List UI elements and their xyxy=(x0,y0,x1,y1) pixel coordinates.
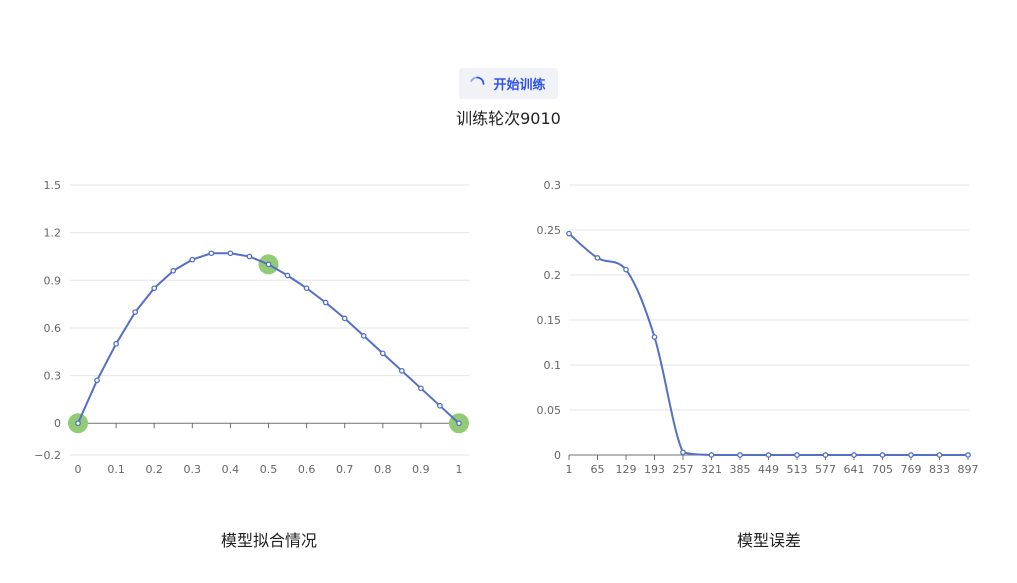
loss-x-tick-label: 513 xyxy=(787,463,808,476)
loading-spinner-icon xyxy=(470,76,485,85)
loss-y-tick-label: 0.05 xyxy=(537,404,562,417)
loss-chart-caption: 模型误差 xyxy=(736,531,801,550)
loss-data-point xyxy=(965,452,971,458)
start-training-label: 开始训练 xyxy=(493,78,546,93)
fit-data-point xyxy=(284,272,291,279)
fit-y-tick-label: 0 xyxy=(54,417,61,430)
loss-y-tick-label: 0.3 xyxy=(544,179,562,192)
loss-data-point xyxy=(765,452,772,458)
fit-data-point xyxy=(170,267,177,274)
fit-x-tick-label: 0.4 xyxy=(222,463,240,476)
loss-data-point xyxy=(936,452,943,458)
loss-x-tick-label: 129 xyxy=(616,463,637,476)
fit-data-point xyxy=(227,250,234,257)
fit-data-point xyxy=(379,350,386,357)
loss-x-tick-label: 385 xyxy=(730,463,751,476)
loss-data-point xyxy=(566,230,572,237)
fit-x-tick-label: 0 xyxy=(75,463,82,476)
fit-data-point xyxy=(456,420,462,427)
loss-data-point xyxy=(623,266,629,273)
loss-x-tick-label: 321 xyxy=(701,463,722,476)
fit-y-tick-label: 0.6 xyxy=(44,322,62,335)
loss-y-tick-label: 0 xyxy=(554,449,561,462)
fit-y-tick-label: 1.5 xyxy=(44,179,62,192)
loss-y-tick-label: 0.25 xyxy=(537,224,562,237)
fit-data-point xyxy=(132,309,138,315)
fit-data-point xyxy=(94,377,100,384)
fit-data-point xyxy=(246,253,253,260)
fit-data-point xyxy=(151,285,158,292)
loss-plot-area: 0.3 0.25 0.2 0.15 0.1 0.05 01 65 129 193 257 321 385… xyxy=(537,179,979,476)
fit-data-point xyxy=(75,420,81,427)
loss-y-tick-label: 0.1 xyxy=(544,359,562,372)
loss-x-tick-label: 705 xyxy=(872,463,893,476)
loss-data-point xyxy=(594,255,601,261)
fit-y-tick-label: 1.2 xyxy=(44,227,62,240)
loss-data-point xyxy=(651,334,658,340)
fit-y-tick-label: 0.3 xyxy=(44,370,62,383)
fit-y-tick-label: −0.2 xyxy=(34,449,61,462)
fit-plot-area: 1.5 1.2 0.9 0.6 0.3 0 −0.2 0 0.1 0.2 0.3 0.4 0.5 0.6 0… xyxy=(34,179,469,476)
fit-data-point xyxy=(189,256,196,263)
loss-data-point xyxy=(737,452,743,458)
epoch-counter: 训练轮次9010 xyxy=(456,109,561,128)
fit-x-tick-label: 0.5 xyxy=(260,463,278,476)
fit-data-point xyxy=(322,299,329,306)
fit-x-tick-label: 1 xyxy=(456,463,463,476)
fit-chart-caption: 模型拟合情况 xyxy=(220,531,317,550)
loss-data-point xyxy=(851,452,857,458)
loss-y-tick-label: 0.15 xyxy=(537,314,562,327)
fit-data-point xyxy=(265,261,272,268)
fit-data-point xyxy=(418,385,424,392)
loss-x-tick-label: 833 xyxy=(929,463,950,476)
loss-x-tick-label: 257 xyxy=(673,463,694,476)
loss-data-point xyxy=(822,452,829,458)
loss-x-tick-label: 1 xyxy=(566,463,573,476)
loss-x-tick-label: 577 xyxy=(815,463,836,476)
loss-data-point xyxy=(708,452,715,458)
fit-series-line xyxy=(77,252,460,424)
fit-x-tick-label: 0.7 xyxy=(336,463,354,476)
loss-series-line xyxy=(568,232,968,457)
loss-data-point xyxy=(680,449,686,456)
loss-x-tick-label: 641 xyxy=(844,463,865,476)
loss-data-point xyxy=(794,452,800,458)
loss-x-tick-label: 897 xyxy=(958,463,979,476)
fit-data-point xyxy=(208,250,215,257)
loss-data-point xyxy=(879,452,886,458)
header: 开始训练 训练轮次9010 xyxy=(0,68,1017,129)
fit-data-point xyxy=(398,367,405,374)
fit-data-point xyxy=(360,333,367,339)
fit-x-tick-label: 0.3 xyxy=(184,463,202,476)
loss-y-tick-label: 0.2 xyxy=(544,269,562,282)
loss-x-tick-label: 449 xyxy=(758,463,779,476)
fit-data-point xyxy=(113,340,119,347)
loss-x-tick-label: 65 xyxy=(591,463,605,476)
loss-data-point xyxy=(908,452,914,458)
fit-x-tick-label: 0.2 xyxy=(145,463,163,476)
fit-data-point xyxy=(341,315,348,322)
fit-x-tick-label: 0.9 xyxy=(412,463,430,476)
loss-x-tick-label: 193 xyxy=(644,463,665,476)
fit-x-tick-label: 0.6 xyxy=(298,463,316,476)
fit-x-tick-label: 0.8 xyxy=(374,463,392,476)
fit-y-tick-label: 0.9 xyxy=(44,274,62,287)
fit-data-point xyxy=(303,285,310,292)
loss-x-tick-label: 769 xyxy=(901,463,922,476)
fit-x-tick-label: 0.1 xyxy=(107,463,125,476)
fit-data-point xyxy=(437,402,443,409)
start-training-button[interactable]: 开始训练 xyxy=(459,68,558,99)
